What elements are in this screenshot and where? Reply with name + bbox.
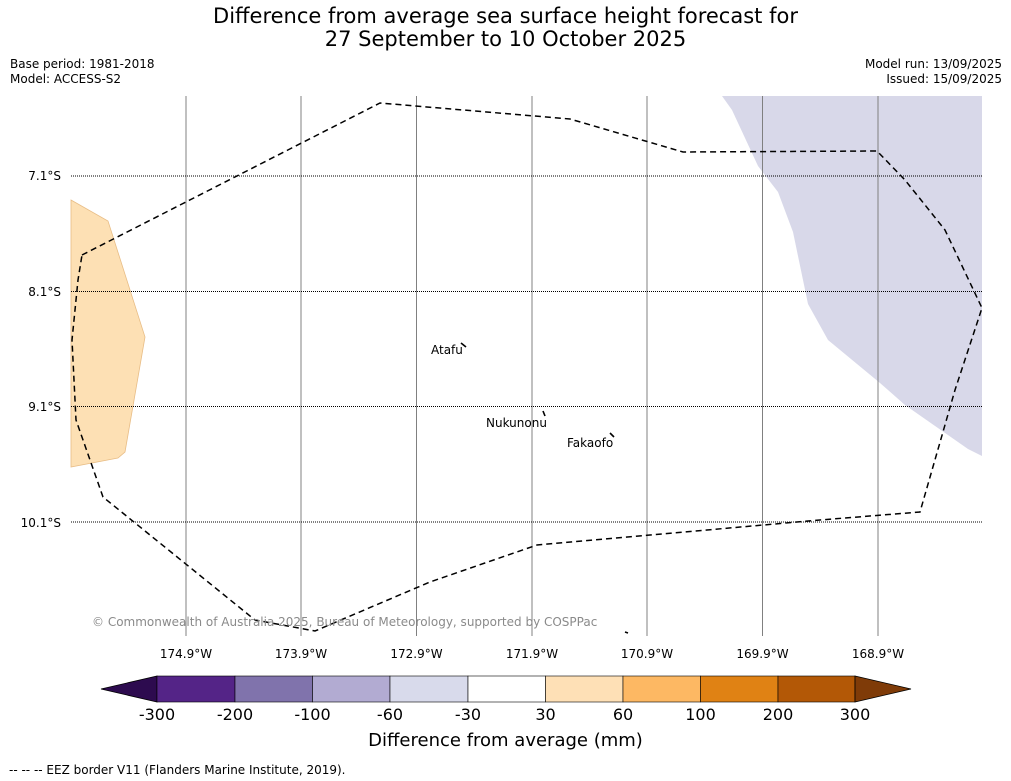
lon-label: 172.9°W	[390, 647, 442, 661]
eez-footnote: -- -- -- EEZ border V11 (Flanders Marine…	[9, 763, 346, 777]
lon-label: 168.9°W	[852, 647, 904, 661]
colorbar-segment	[545, 675, 624, 703]
meta-right: Model run: 13/09/2025 Issued: 15/09/2025	[865, 57, 1002, 87]
atafu-island	[460, 342, 467, 348]
model-name: Model: ACCESS-S2	[10, 72, 122, 86]
colorbar-tick: -100	[294, 705, 331, 724]
colorbar-extend-low	[100, 675, 158, 703]
map-title: Difference from average sea surface heig…	[0, 5, 1011, 51]
colorbar-tick: 30	[535, 705, 556, 724]
colorbar-extend-high	[854, 675, 912, 703]
colorbar-segment	[622, 675, 701, 703]
small-islet	[624, 631, 629, 634]
colorbar-segment	[467, 675, 546, 703]
colorbar-title: Difference from average (mm)	[368, 730, 643, 751]
colorbar-segment	[777, 675, 856, 703]
lon-label: 169.9°W	[736, 647, 788, 661]
colorbar-tick: 200	[762, 705, 794, 724]
lon-label: 170.9°W	[621, 647, 673, 661]
issued-date: Issued: 15/09/2025	[886, 72, 1002, 86]
place-label-fakaofo: Fakaofo	[567, 436, 613, 450]
colorbar-segment	[700, 675, 779, 703]
nukunonu-island	[542, 410, 546, 417]
colorbar-tick: 100	[685, 705, 716, 724]
lat-label: 10.1°S	[21, 516, 61, 530]
title-line-1: Difference from average sea surface heig…	[213, 4, 798, 28]
colorbar-tick: -200	[216, 705, 254, 724]
copyright-notice: © Commonwealth of Australia 2025, Bureau…	[92, 615, 597, 629]
eez-border	[71, 102, 983, 632]
colorbar-tick: -30	[454, 705, 482, 724]
positive-anomaly-region	[70, 199, 146, 468]
lat-label: 7.1°S	[28, 169, 61, 183]
colorbar	[100, 675, 912, 703]
meta-left: Base period: 1981-2018 Model: ACCESS-S2	[10, 57, 155, 87]
colorbar-segment	[389, 675, 469, 703]
colorbar-segment	[156, 675, 236, 703]
colorbar-tick: -60	[376, 705, 404, 724]
colorbar-tick: -300	[138, 705, 176, 724]
lon-label: 173.9°W	[275, 647, 327, 661]
colorbar-tick: 60	[612, 705, 634, 724]
islands	[460, 342, 629, 634]
lon-label: 171.9°W	[506, 647, 558, 661]
title-line-2: 27 September to 10 October 2025	[324, 27, 687, 51]
place-label-nukunonu: Nukunonu	[486, 416, 547, 430]
place-label-atafu: Atafu	[431, 343, 463, 357]
base-period: Base period: 1981-2018	[10, 57, 155, 71]
colorbar-segment	[312, 675, 391, 703]
negative-anomaly-region	[722, 96, 982, 456]
fakaofo-island	[609, 432, 615, 438]
lat-label: 8.1°S	[28, 285, 61, 299]
lat-label: 9.1°S	[28, 400, 61, 414]
model-run: Model run: 13/09/2025	[864, 57, 1002, 71]
colorbar-tick: 300	[839, 705, 871, 724]
lon-label: 174.9°W	[160, 647, 212, 661]
colorbar-segment	[234, 675, 313, 703]
